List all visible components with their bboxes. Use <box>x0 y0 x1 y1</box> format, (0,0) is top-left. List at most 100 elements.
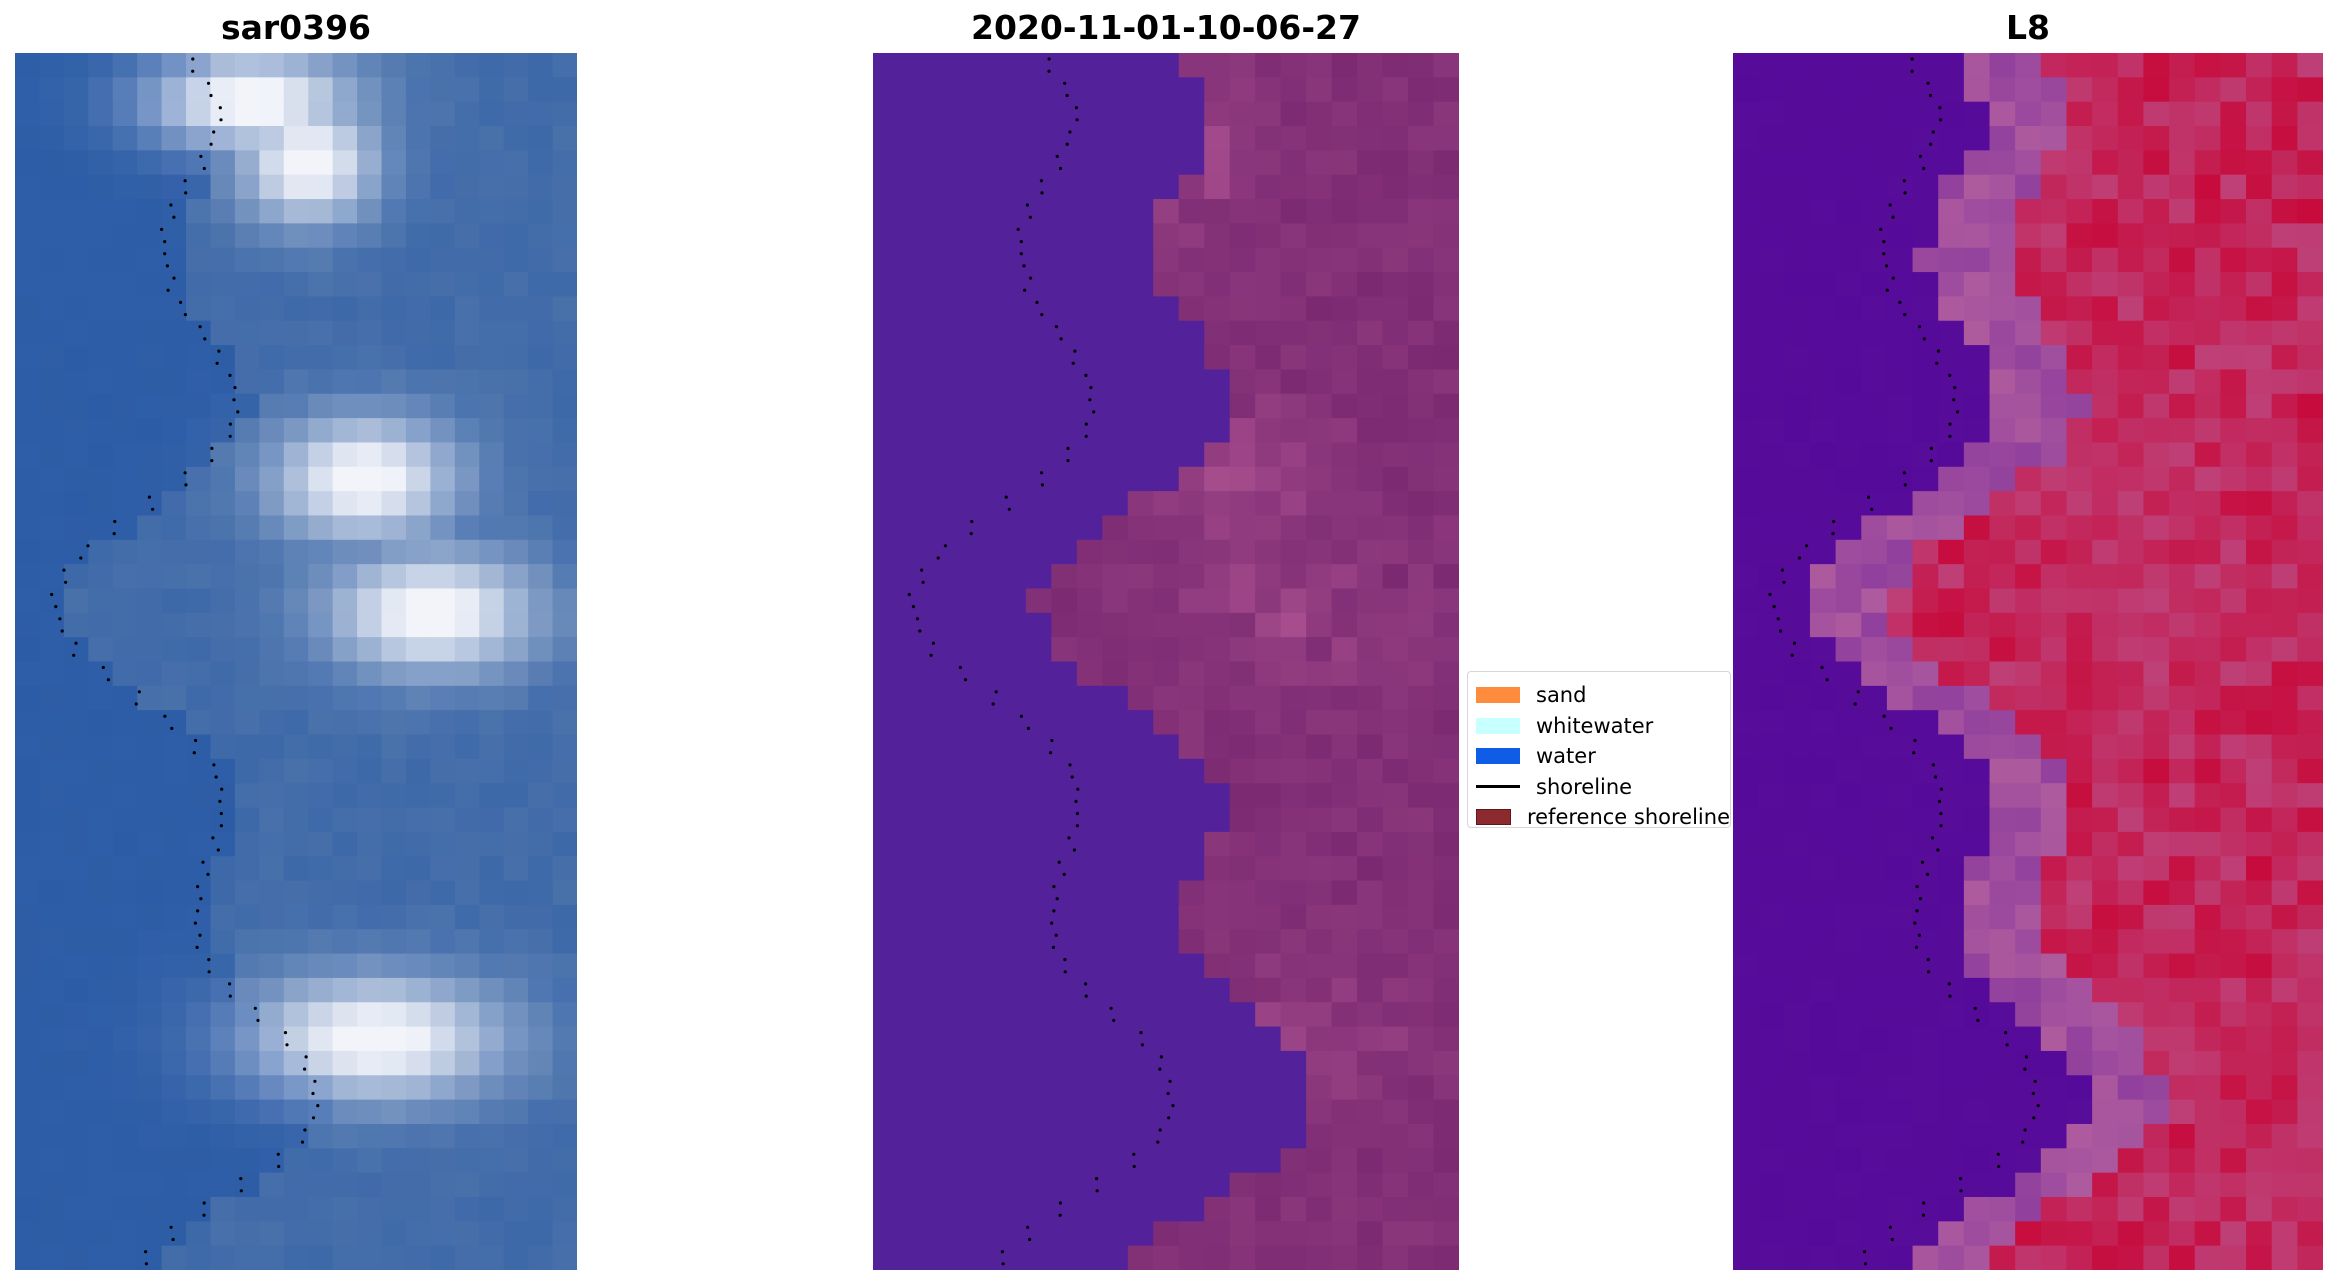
image-pixel <box>2220 247 2247 273</box>
image-pixel <box>1938 734 1965 760</box>
image-pixel <box>1989 150 2016 176</box>
image-pixel <box>2143 1002 2170 1028</box>
image-pixel <box>1229 77 1256 103</box>
image-pixel <box>2220 783 2247 809</box>
image-pixel <box>2066 491 2093 517</box>
image-pixel <box>1382 1245 1409 1270</box>
image-pixel <box>283 929 309 955</box>
image-pixel <box>2194 612 2221 638</box>
image-pixel <box>1357 977 1384 1003</box>
image-pixel <box>2066 101 2093 127</box>
image-pixel <box>1382 710 1409 736</box>
image-pixel <box>2040 1148 2068 1174</box>
image-pixel <box>210 247 236 273</box>
image-pixel <box>1938 442 1965 468</box>
image-pixel <box>1229 1050 1256 1076</box>
image-pixel <box>873 1245 900 1270</box>
image-pixel <box>357 1221 383 1247</box>
image-pixel <box>454 393 480 419</box>
image-pixel <box>552 53 577 78</box>
image-pixel <box>1357 734 1384 760</box>
image-pixel <box>1382 466 1409 492</box>
image-pixel <box>186 223 212 249</box>
image-pixel <box>1886 734 1914 760</box>
image-pixel <box>88 1245 114 1270</box>
shoreline-point <box>1882 714 1886 718</box>
image-pixel <box>1204 1221 1231 1247</box>
image-pixel <box>1025 418 1052 444</box>
image-pixel <box>1382 929 1409 955</box>
image-pixel <box>381 1050 407 1076</box>
image-pixel <box>186 466 212 492</box>
image-pixel <box>1357 588 1384 614</box>
image-pixel <box>15 393 41 419</box>
image-pixel <box>923 223 951 249</box>
image-pixel <box>405 1221 431 1247</box>
image-pixel <box>1280 150 1307 176</box>
image-pixel <box>552 710 577 736</box>
shoreline-point <box>1075 118 1079 122</box>
shoreline-point <box>1171 1104 1175 1108</box>
shoreline-point <box>166 288 170 292</box>
shoreline-point <box>1019 252 1023 256</box>
shoreline-point <box>2023 1128 2027 1132</box>
image-pixel <box>1204 1123 1231 1149</box>
image-pixel <box>1255 783 1282 809</box>
image-pixel <box>2092 1245 2119 1270</box>
image-pixel <box>259 880 285 906</box>
image-pixel <box>1835 637 1862 663</box>
image-pixel <box>1963 223 1991 249</box>
image-pixel <box>2117 856 2145 882</box>
image-pixel <box>210 661 236 687</box>
image-pixel <box>430 661 456 687</box>
image-pixel <box>1433 393 1459 419</box>
image-pixel <box>161 1148 187 1174</box>
image-pixel <box>1255 880 1282 906</box>
image-pixel <box>381 393 407 419</box>
image-pixel <box>1178 1148 1205 1174</box>
image-pixel <box>308 710 334 736</box>
image-pixel <box>2246 1075 2273 1101</box>
image-pixel <box>923 661 951 687</box>
image-pixel <box>15 247 41 273</box>
image-pixel <box>1886 612 1914 638</box>
image-pixel <box>2246 491 2273 517</box>
image-pixel <box>63 710 89 736</box>
image-pixel <box>161 296 187 322</box>
image-pixel <box>2169 953 2196 979</box>
image-pixel <box>1989 1026 2016 1052</box>
image-pixel <box>1835 758 1862 784</box>
image-pixel <box>234 101 260 127</box>
image-pixel <box>332 539 358 565</box>
image-pixel <box>234 685 260 711</box>
image-pixel <box>2117 929 2145 955</box>
image-pixel <box>1025 491 1052 517</box>
image-pixel <box>1912 880 1939 906</box>
image-pixel <box>1809 1172 1837 1198</box>
image-pixel <box>430 1050 456 1076</box>
shoreline-point <box>1076 787 1080 791</box>
image-pixel <box>974 1050 1001 1076</box>
image-pixel <box>1280 637 1307 663</box>
shoreline-point <box>1022 264 1026 268</box>
image-pixel <box>1733 1026 1760 1052</box>
image-pixel <box>1178 442 1205 468</box>
shoreline-point <box>1831 532 1835 536</box>
image-pixel <box>1153 515 1180 541</box>
image-pixel <box>528 758 554 784</box>
image-pixel <box>2271 1196 2298 1222</box>
shoreline-point <box>1063 958 1067 962</box>
image-pixel <box>1989 831 2016 857</box>
image-pixel <box>454 734 480 760</box>
image-pixel <box>2015 1148 2042 1174</box>
image-pixel <box>1000 1075 1027 1101</box>
image-pixel <box>1784 126 1811 151</box>
image-pixel <box>2220 1002 2247 1028</box>
image-pixel <box>430 369 456 395</box>
shoreline-point <box>1914 945 1919 950</box>
image-pixel <box>2246 418 2273 444</box>
image-pixel <box>1357 661 1384 687</box>
image-pixel <box>503 1123 529 1149</box>
image-pixel <box>381 661 407 687</box>
image-pixel <box>1733 77 1760 103</box>
